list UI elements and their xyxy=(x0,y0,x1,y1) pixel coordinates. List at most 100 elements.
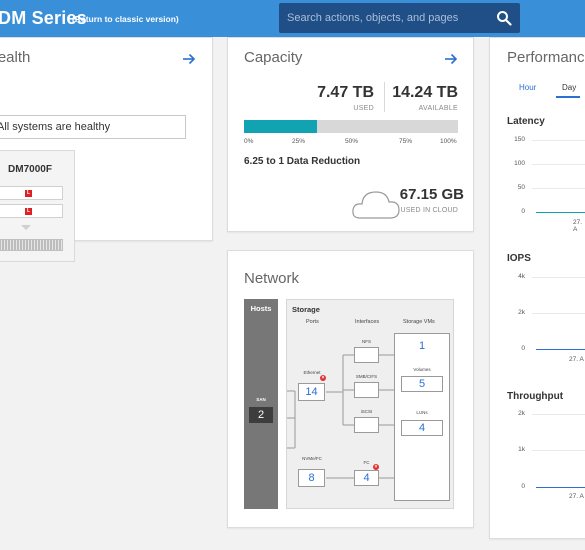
search-input[interactable] xyxy=(287,3,487,33)
data-reduction-ratio: 6.25 to 1 Data Reduction xyxy=(244,156,361,167)
capacity-available-value: 14.24 TB xyxy=(392,84,458,101)
hosts-label: Hosts xyxy=(250,304,272,313)
iops-tick: 4k xyxy=(518,273,525,280)
capacity-divider xyxy=(384,82,385,112)
capacity-bar xyxy=(244,120,458,133)
interfaces-column-label: Interfaces xyxy=(355,319,380,325)
drive-led-icon: L xyxy=(25,208,32,215)
nvme-label: NVMe/FC xyxy=(302,456,322,461)
iops-tick: 0 xyxy=(521,345,525,352)
drive-slot: L xyxy=(0,204,63,218)
capacity-used-label: USED xyxy=(353,105,374,112)
smb-interface[interactable] xyxy=(354,382,379,398)
fc-error-icon: × xyxy=(373,464,379,470)
storage-vms-group: 1 Volumes 5 LUNs 4 xyxy=(394,333,450,501)
performance-card: Performance xyxy=(489,37,585,539)
hosts-column: Hosts SAN 2 xyxy=(244,299,278,509)
storage-label: Storage xyxy=(292,305,320,314)
iops-gridline xyxy=(532,313,585,314)
network-connector-lines xyxy=(287,354,394,479)
search-box[interactable] xyxy=(279,3,520,33)
tab-hour[interactable]: Hour xyxy=(519,83,537,92)
health-arrow-icon[interactable] xyxy=(182,52,196,66)
latency-gridline xyxy=(532,164,585,165)
throughput-title: Throughput xyxy=(507,391,564,402)
capacity-arrow-icon[interactable] xyxy=(444,52,458,66)
throughput-tick: 0 xyxy=(521,483,525,490)
network-title: Network xyxy=(244,270,300,287)
capacity-tick: 100% xyxy=(440,138,457,145)
network-card: Network Hosts SAN 2 Storage Ports Interf… xyxy=(227,250,474,528)
drive-bay xyxy=(0,239,63,251)
iops-title: IOPS xyxy=(507,253,531,264)
capacity-tick: 25% xyxy=(292,138,306,145)
fc-interface-count[interactable]: 4 xyxy=(354,470,379,486)
capacity-used-value: 7.47 TB xyxy=(317,84,374,101)
capacity-title: Capacity xyxy=(244,49,303,66)
latency-title: Latency xyxy=(507,116,545,127)
device-name: DM7000F xyxy=(8,164,52,175)
active-tab-indicator xyxy=(556,96,580,98)
luns-label: LUNs xyxy=(416,410,428,415)
san-count[interactable]: 2 xyxy=(249,407,273,423)
volumes-count[interactable]: 5 xyxy=(401,376,443,392)
throughput-gridline xyxy=(532,414,585,415)
smb-label: SMB/CIFS xyxy=(355,374,378,379)
san-label: SAN xyxy=(256,397,266,402)
caret-icon xyxy=(21,225,31,230)
storage-panel: Storage Ports Interfaces Storage VMs xyxy=(286,299,454,509)
nfs-interface[interactable] xyxy=(354,347,379,363)
iops-tick: 2k xyxy=(518,309,525,316)
ethernet-label: Ethernet xyxy=(303,370,321,375)
cloud-used-label: USED IN CLOUD xyxy=(400,207,458,214)
search-icon[interactable] xyxy=(496,10,512,26)
nfs-label: NFS xyxy=(362,339,371,344)
storage-vms-count[interactable]: 1 xyxy=(401,339,443,355)
storage-vms-column-label: Storage VMs xyxy=(403,319,435,325)
throughput-tick: 1k xyxy=(518,446,525,453)
capacity-bar-fill xyxy=(244,120,318,133)
app-title: DM Series xyxy=(0,8,87,28)
throughput-baseline xyxy=(536,487,585,488)
latency-tick: 150 xyxy=(514,136,525,143)
iops-baseline xyxy=(536,349,585,350)
health-title: Health xyxy=(0,49,31,66)
capacity-tick: 0% xyxy=(244,138,254,145)
throughput-gridline xyxy=(532,450,585,451)
iops-x-label: 27. A xyxy=(569,356,584,363)
latency-gridline xyxy=(532,140,585,141)
performance-title: Performance xyxy=(507,49,585,66)
capacity-tick: 75% xyxy=(399,138,413,145)
health-status: All systems are healthy xyxy=(0,115,186,139)
fc-label: FC xyxy=(363,460,370,465)
classic-version-link[interactable]: (Return to classic version) xyxy=(72,14,179,24)
latency-baseline xyxy=(536,212,585,213)
drive-slot: L xyxy=(0,186,63,200)
tab-day[interactable]: Day xyxy=(562,83,577,92)
luns-count[interactable]: 4 xyxy=(401,420,443,436)
capacity-tick: 50% xyxy=(345,138,359,145)
health-card: Health All systems are healthy DM7000F L… xyxy=(0,37,213,262)
ethernet-error-icon: × xyxy=(320,375,326,381)
iops-gridline xyxy=(532,277,585,278)
capacity-card: Capacity 7.47 TB USED 14.24 TB AVAILABLE… xyxy=(227,37,474,232)
iscsi-interface[interactable] xyxy=(354,417,379,433)
cloud-used-value: 67.15 GB xyxy=(399,186,464,203)
latency-tick: 100 xyxy=(514,160,525,167)
ports-column-label: Ports xyxy=(306,319,319,325)
iscsi-label: iSCSI xyxy=(360,409,373,414)
capacity-available-label: AVAILABLE xyxy=(418,105,458,112)
throughput-tick: 2k xyxy=(518,410,525,417)
top-bar: DM Series (Return to classic version) xyxy=(0,0,585,37)
drive-led-icon: L xyxy=(25,190,32,197)
latency-tick: 0 xyxy=(521,208,525,215)
cloud-icon xyxy=(352,191,400,219)
latency-gridline xyxy=(532,188,585,189)
ethernet-port-count[interactable]: 14 xyxy=(298,383,325,401)
throughput-x-label: 27. A xyxy=(569,493,584,500)
latency-tick: 50 xyxy=(517,184,525,191)
volumes-label: Volumes xyxy=(413,367,431,372)
latency-x-label: 27. A xyxy=(573,219,583,233)
nvme-port-count[interactable]: 8 xyxy=(298,469,325,487)
storage-device[interactable]: DM7000F L L xyxy=(0,150,75,262)
